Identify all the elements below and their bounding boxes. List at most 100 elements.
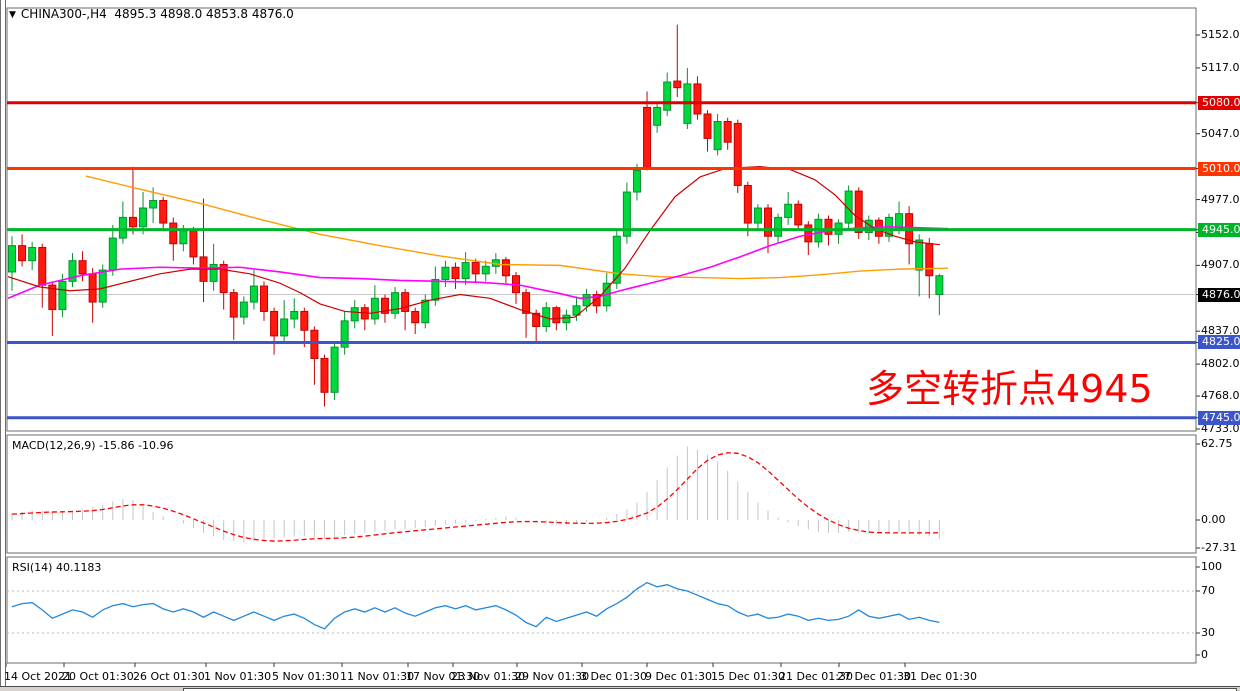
candle-body-bear <box>723 121 732 143</box>
price-tick-label: 5152.0 <box>1201 28 1240 41</box>
candle-body-bull <box>844 190 853 224</box>
candle-body-bear <box>451 266 460 280</box>
date-tick-label: 20 Oct 01:30 <box>62 670 134 683</box>
candle-body-bear <box>310 329 319 359</box>
candle-body-bear <box>703 113 712 139</box>
candle-body-bull <box>239 301 248 318</box>
candle-body-bull <box>118 216 127 239</box>
candle-body-bull <box>582 294 591 307</box>
window-border-left-inner <box>5 0 6 686</box>
price-line-badge: 4745.0 <box>1198 410 1240 425</box>
date-tick-label: 31 Dec 01:30 <box>903 670 977 683</box>
candle-body-bear <box>854 190 863 233</box>
price-tick-label: 4837.0 <box>1201 324 1240 338</box>
macd-signal-line <box>11 452 940 542</box>
candle-body-bull <box>562 314 571 324</box>
candle-body-bull <box>249 285 258 303</box>
chart-title: ▼ CHINA300-,H4 4895.3 4898.0 4853.8 4876.… <box>9 7 294 21</box>
candle-body-bull <box>935 275 944 296</box>
price-line-badge: 4945.0 <box>1198 222 1240 237</box>
candle-body-bull <box>280 318 289 337</box>
candle-body-bull <box>98 269 107 303</box>
candle-body-bear <box>794 203 803 226</box>
candle-body-bull <box>612 235 621 284</box>
candle-body-bear <box>532 312 541 327</box>
candle-body-bear <box>18 245 27 262</box>
candle-body-bull <box>68 260 77 282</box>
candle-body-bull <box>370 297 379 320</box>
candle-body-bull <box>663 81 672 111</box>
date-tick-label: 5 Nov 01:30 <box>272 670 340 683</box>
candle-body-bear <box>128 216 137 228</box>
candle-body-bear <box>320 357 329 393</box>
candle-body-bear <box>743 184 752 224</box>
macd-indicator-label: MACD(12,26,9) -15.86 -10.96 <box>12 439 174 452</box>
price-tick-label: 4977.0 <box>1201 192 1240 206</box>
candle-body-bull <box>149 199 158 209</box>
candle-body-bull <box>632 169 641 193</box>
date-tick-label: 15 Dec 01:30 <box>711 670 785 683</box>
candle-body-bull <box>391 292 400 314</box>
candle-body-bear <box>38 247 47 286</box>
candle-body-bear <box>300 310 309 331</box>
candle-body-bear <box>522 292 531 314</box>
candle-body-bull <box>8 245 16 273</box>
date-tick-label: 3 Dec 01:30 <box>580 670 647 683</box>
candle-body-bull <box>340 320 349 348</box>
window-border-left-outer <box>0 0 1 686</box>
candle-body-bull <box>481 265 490 275</box>
price-tick-label: 4907.0 <box>1201 258 1240 272</box>
rsi-tick-label: 30 <box>1201 626 1215 639</box>
price-line-badge: 4825.0 <box>1198 335 1240 350</box>
candle-body-bear <box>673 80 682 89</box>
candle-body-bull <box>753 207 762 224</box>
macd-tick-label: -27.31 <box>1201 541 1237 554</box>
price-line-badge: 4876.0 <box>1198 287 1240 302</box>
date-tick-label: 23 Nov 01:30 <box>451 670 526 683</box>
candle-body-bear <box>78 260 87 275</box>
candle-body-bear <box>764 207 772 237</box>
candle-body-bear <box>471 262 480 275</box>
candle-body-bear <box>169 222 178 245</box>
candle-body-bear <box>48 284 57 311</box>
candle-body-bear <box>592 294 601 307</box>
candle-body-bear <box>380 297 389 314</box>
price-line-badge: 5080.0 <box>1198 95 1240 110</box>
main-panel-frame <box>6 7 1197 432</box>
chart-symbol-period: CHINA300-,H4 <box>20 7 107 21</box>
candle-body-bull <box>713 121 722 151</box>
chart-text-annotation[interactable]: 多空转折点4945 <box>866 367 1153 411</box>
candle-body-bear <box>189 230 198 258</box>
bottom-window-inset <box>183 688 1237 691</box>
symbol-marker-icon[interactable]: ▼ <box>9 10 16 20</box>
rsi-tick-label: 0 <box>1201 648 1208 661</box>
date-tick-label: 27 Dec 01:30 <box>837 670 911 683</box>
ma-line-orange <box>85 175 949 280</box>
macd-tick-label: 62.75 <box>1201 437 1233 450</box>
date-tick-label: 9 Dec 01:30 <box>645 670 712 683</box>
chart-ohlc-values: 4895.3 4898.0 4853.8 4876.0 <box>114 7 294 21</box>
candle-body-bull <box>108 237 117 271</box>
price-tick-label: 5047.0 <box>1201 126 1240 140</box>
candle-body-bear <box>159 199 168 224</box>
candle-body-bull <box>179 230 188 245</box>
candle-body-bear <box>501 259 510 277</box>
candle-body-bull <box>431 278 440 301</box>
candle-body-bull <box>784 203 793 218</box>
candle-body-bull <box>58 280 67 311</box>
ma-line-red <box>7 166 941 320</box>
rsi-indicator-label: RSI(14) 40.1183 <box>12 561 102 574</box>
macd-panel-frame <box>6 434 1197 554</box>
candle-body-bear <box>925 243 934 277</box>
date-tick-label: 17 Nov 01:30 <box>406 670 481 683</box>
rsi-panel-frame <box>6 556 1197 664</box>
ma-line-magenta <box>7 226 949 300</box>
date-tick-label: 1 Nov 01:30 <box>204 670 272 683</box>
candle-body-bull <box>209 263 218 282</box>
date-tick-label: 11 Nov 01:30 <box>340 670 415 683</box>
rsi-line <box>11 581 940 630</box>
candle-body-bear <box>219 263 228 294</box>
candle-body-bear <box>693 83 702 115</box>
